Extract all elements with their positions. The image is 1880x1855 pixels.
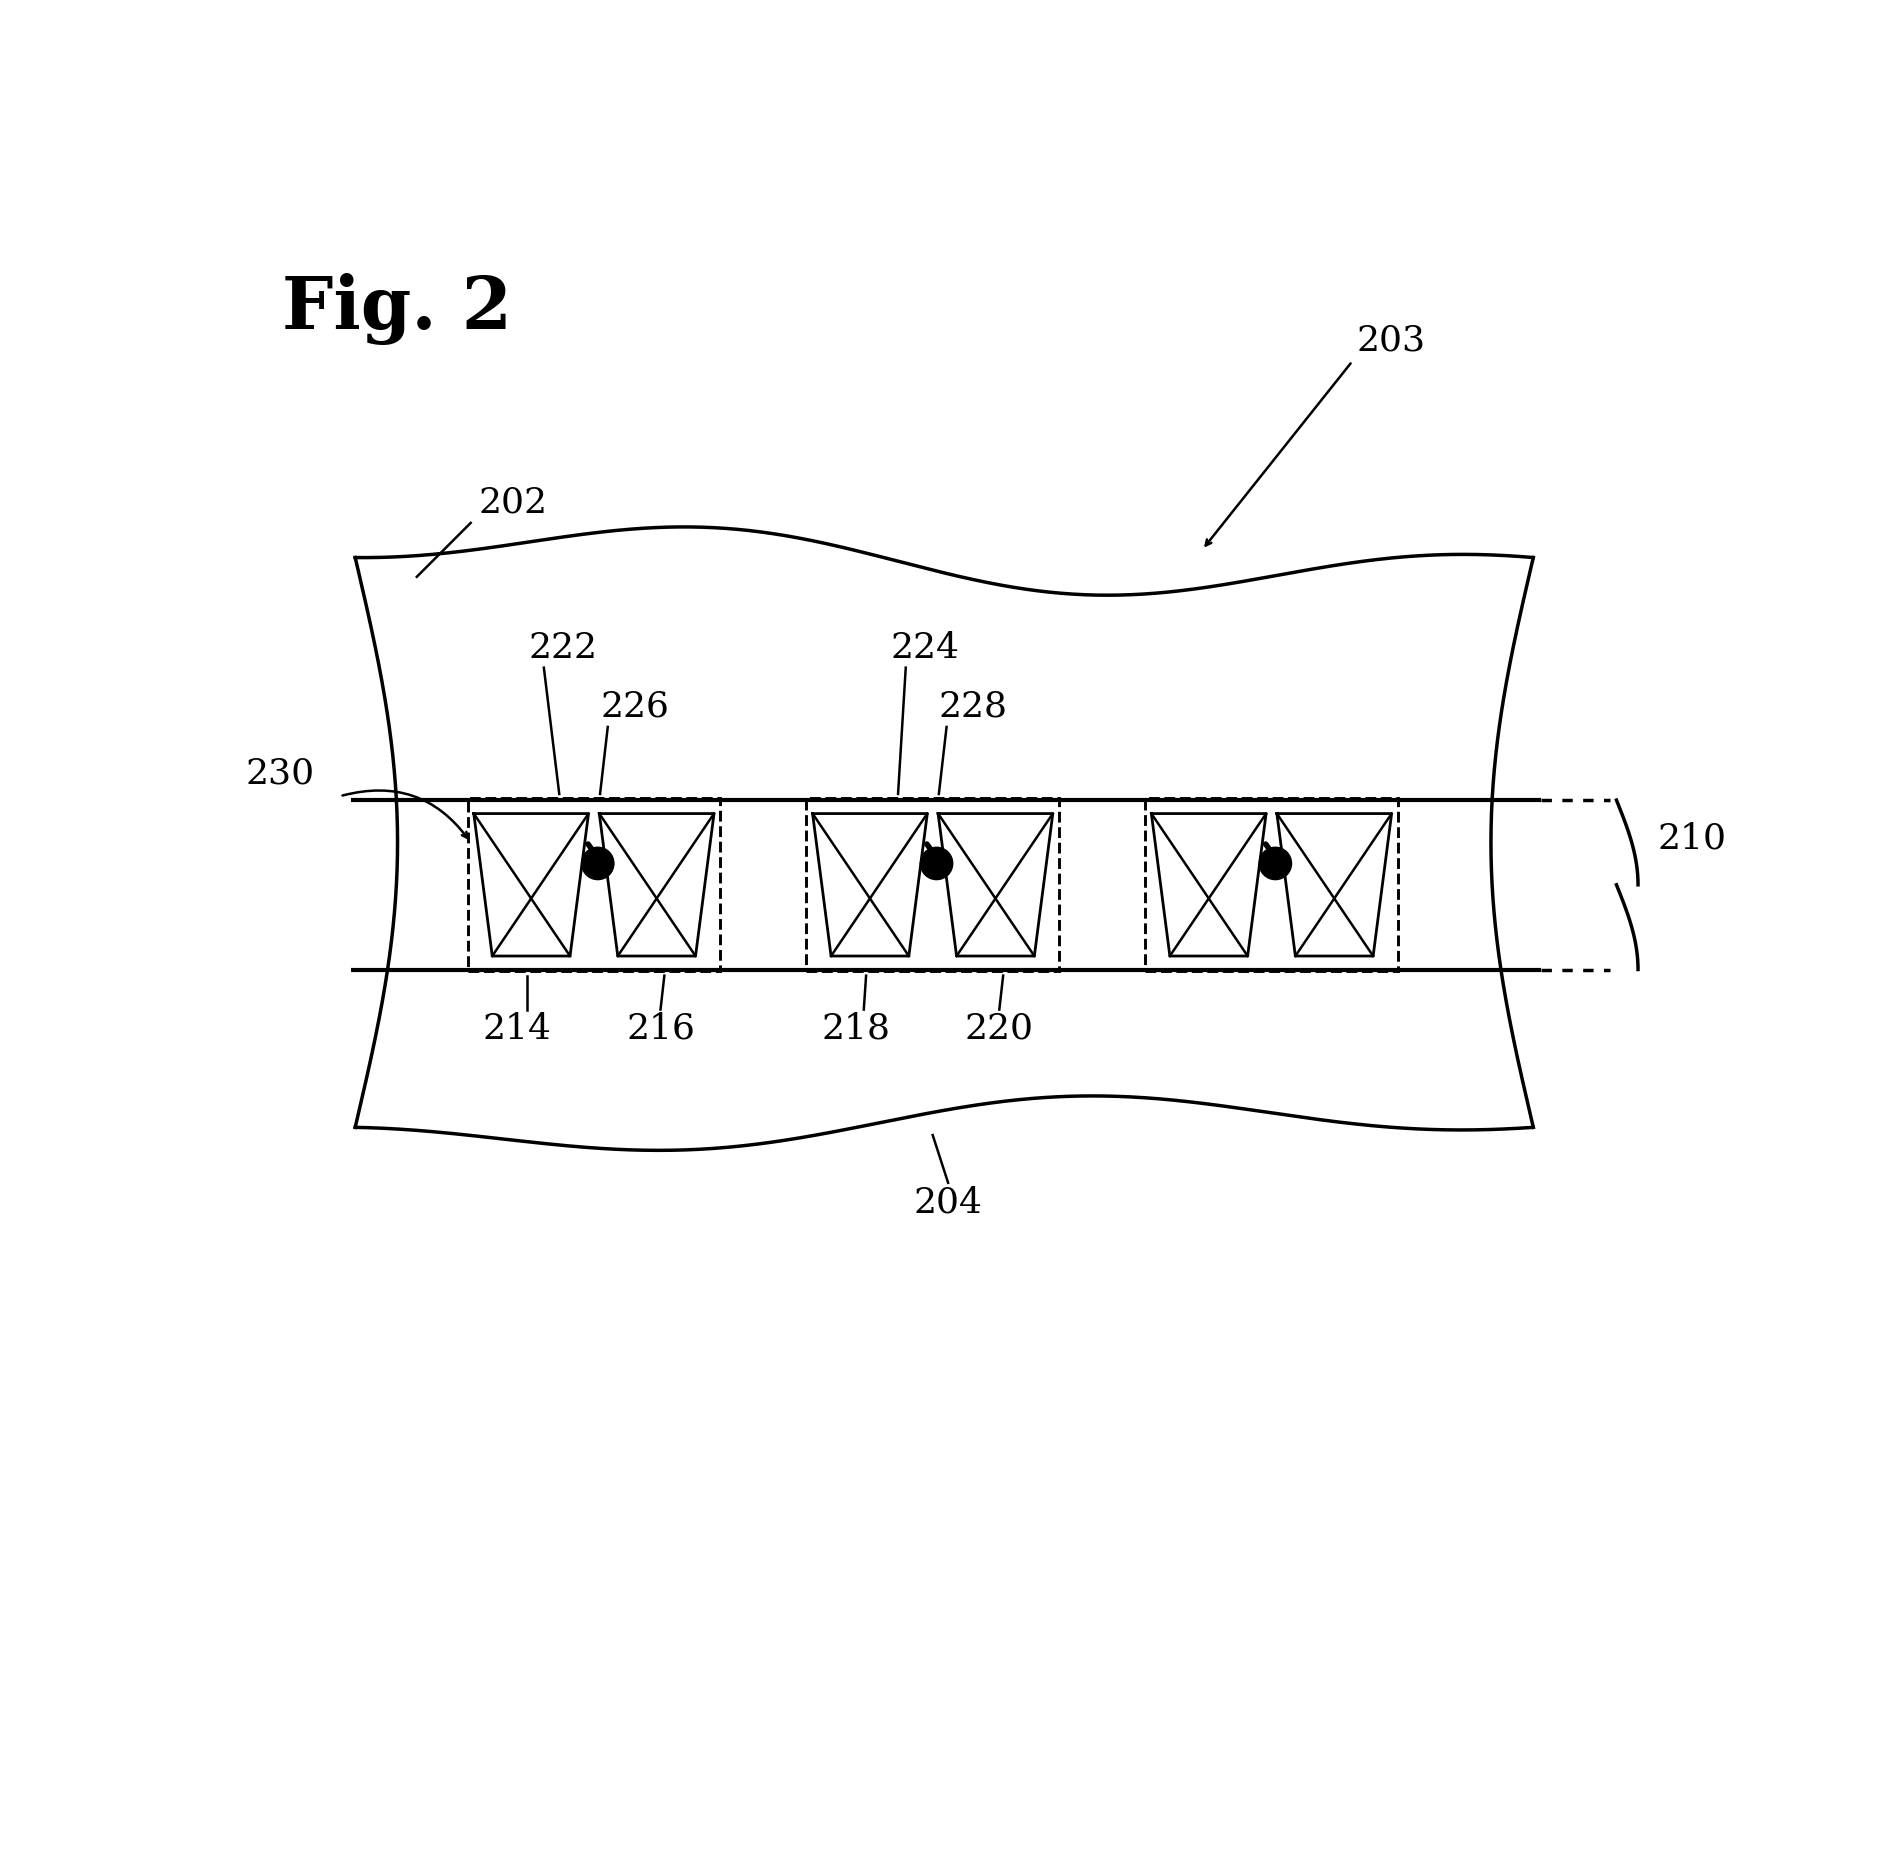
Bar — [1145, 798, 1397, 972]
Circle shape — [581, 848, 615, 879]
Text: 214: 214 — [483, 1011, 553, 1046]
Text: 230: 230 — [246, 757, 316, 790]
Text: 224: 224 — [891, 631, 959, 666]
Circle shape — [921, 848, 953, 879]
Text: 228: 228 — [938, 688, 1008, 723]
Text: Fig. 2: Fig. 2 — [282, 273, 511, 345]
Text: 203: 203 — [1355, 323, 1425, 358]
Text: 220: 220 — [964, 1011, 1034, 1046]
Text: 202: 202 — [478, 484, 547, 519]
Text: 226: 226 — [600, 688, 669, 723]
Text: 218: 218 — [822, 1011, 891, 1046]
Bar — [468, 798, 720, 972]
Bar — [807, 798, 1058, 972]
Circle shape — [1260, 848, 1292, 879]
Text: 210: 210 — [1658, 822, 1726, 855]
Text: 204: 204 — [914, 1185, 983, 1219]
Text: 222: 222 — [528, 631, 598, 666]
Text: 216: 216 — [626, 1011, 696, 1046]
